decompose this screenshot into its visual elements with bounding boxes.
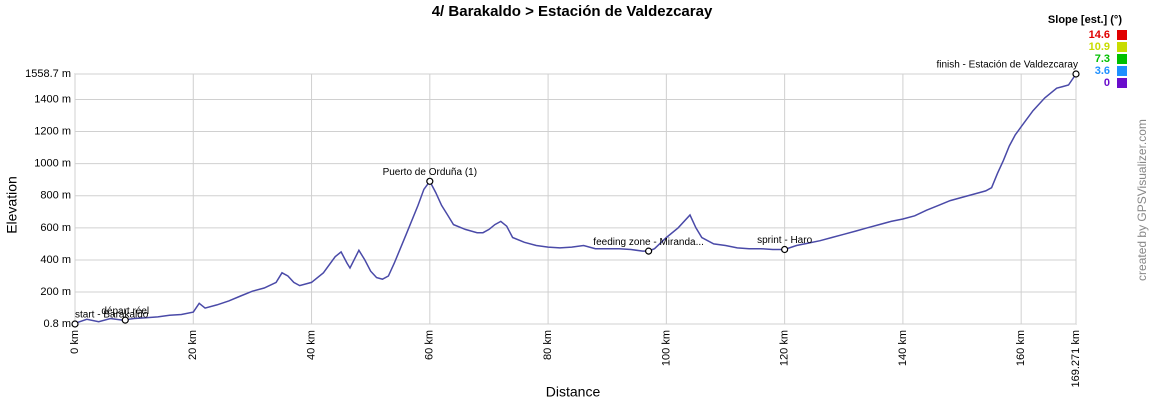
legend-value: 10.9 [1089,41,1110,53]
waypoint-label: start - Barakaldo [75,310,149,321]
waypoint [121,316,129,324]
x-tick-label: 20 km [187,330,199,360]
y-tick-label: 400 m [40,254,71,266]
x-tick-label: 160 km [1015,330,1027,366]
x-tick-label: 169.271 km [1070,330,1082,387]
plot-area [74,73,1077,325]
x-tick-label: 80 km [542,330,554,360]
y-axis-label: Elevation [4,176,20,234]
legend-value: 0 [1104,77,1110,89]
x-tick-label: 0 km [69,330,81,354]
legend-value: 14.6 [1089,29,1110,41]
legend-swatch [1117,66,1127,76]
x-tick-label: 60 km [424,330,436,360]
legend-value: 7.3 [1095,53,1110,65]
chart-title: 4/ Barakaldo > Estación de Valdezcaray [432,3,713,20]
waypoint [71,320,79,328]
y-tick-label: 0.8 m [43,318,71,330]
x-axis-label: Distance [546,384,601,400]
legend-swatch [1117,30,1127,40]
legend-swatch [1117,54,1127,64]
legend-swatch [1117,78,1127,88]
y-tick-label: 600 m [40,222,71,234]
x-tick-label: 140 km [897,330,909,366]
x-tick-label: 100 km [660,330,672,366]
waypoint [781,245,789,254]
x-tick-label: 120 km [779,330,791,366]
waypoint [645,247,653,255]
y-tick-label: 200 m [40,286,71,298]
waypoint-label: départ réel [101,306,149,317]
waypoint-label: feeding zone - Miranda... [593,237,704,248]
waypoint-label: sprint - Haro [757,235,812,246]
y-tick-label: 1400 m [34,93,71,105]
y-tick-label: 1000 m [34,158,71,170]
waypoint [1072,70,1080,78]
legend-title: Slope [est.] (°) [1048,14,1122,26]
legend-value: 3.6 [1095,65,1110,77]
waypoint-label: finish - Estación de Valdezcaray [936,60,1078,71]
waypoint-label: Puerto de Orduña (1) [383,167,478,178]
x-tick-label: 40 km [305,330,317,360]
y-tick-label: 800 m [40,190,71,202]
y-tick-label: 1558.7 m [25,68,71,80]
elevation-line [74,73,1077,325]
credit: created by GPSVisualizer.com [1135,119,1149,281]
y-tick-label: 1200 m [34,125,71,137]
legend-swatch [1117,42,1127,52]
waypoint [426,177,434,185]
